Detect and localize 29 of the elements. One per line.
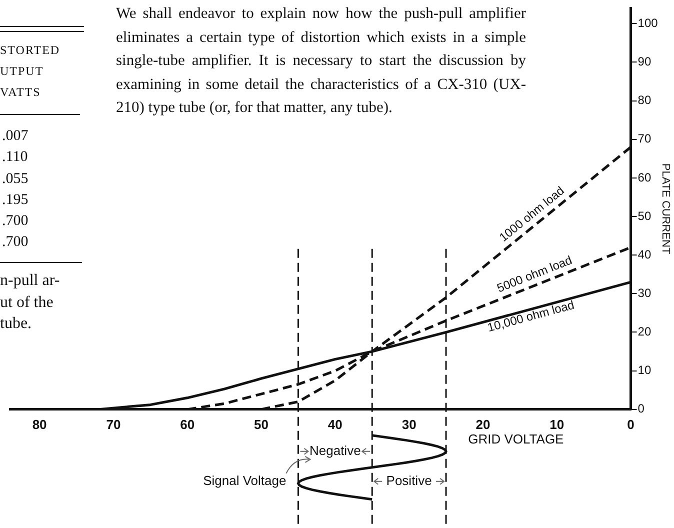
x-tick-label: 60 bbox=[180, 416, 195, 432]
x-tick-label: 20 bbox=[476, 416, 490, 432]
x-axis-title: GRID VOLTAGE bbox=[468, 431, 564, 446]
x-tick-label: 10 bbox=[550, 416, 564, 432]
y-tick-label: 90 bbox=[638, 54, 652, 69]
y-tick-label: 10 bbox=[638, 363, 652, 378]
x-tick-label: 30 bbox=[402, 416, 416, 432]
y-tick-label: 30 bbox=[638, 286, 652, 300]
y-tick-label: 100 bbox=[638, 16, 658, 30]
annotation: .007 .110 .055 .195 .700 .700 bbox=[2, 127, 30, 252]
x-tick-label: 40 bbox=[328, 416, 342, 432]
text: Signal Voltage bbox=[203, 473, 286, 488]
y-tick-label: 50 bbox=[638, 208, 652, 223]
annotation: STORTED UTPUT VATTS bbox=[0, 42, 62, 101]
x-tick-label: 50 bbox=[254, 416, 268, 432]
y-tick-label: 0 bbox=[638, 402, 645, 416]
y-tick-label: 40 bbox=[638, 247, 652, 262]
y-tick-label: 20 bbox=[638, 324, 652, 339]
text: 10,000 ohm load bbox=[486, 298, 576, 335]
text: 5000 ohm load bbox=[494, 252, 574, 296]
x-tick-label: 80 bbox=[32, 416, 47, 432]
y-tick-label: 70 bbox=[638, 132, 652, 146]
y-axis-title: PLATE CURRENT bbox=[659, 163, 672, 255]
y-tick-label: 60 bbox=[638, 170, 652, 184]
annotation: We shall endeavor to explain now how the push-pull amplifier eliminates a certain type of distortion which exists in a simple single-tube amplifier. It is necessary to start the discussion by examining in some detail the characteristics of a CX-310 (UX-210) type tube (or, for that matter, any tube). bbox=[116, 4, 526, 118]
annotation: n-pull ar- ut of the tube. bbox=[0, 271, 61, 334]
x-tick-label: 0 bbox=[627, 416, 634, 432]
x-tick-label: 70 bbox=[106, 416, 121, 432]
y-tick-label: 80 bbox=[638, 93, 652, 108]
